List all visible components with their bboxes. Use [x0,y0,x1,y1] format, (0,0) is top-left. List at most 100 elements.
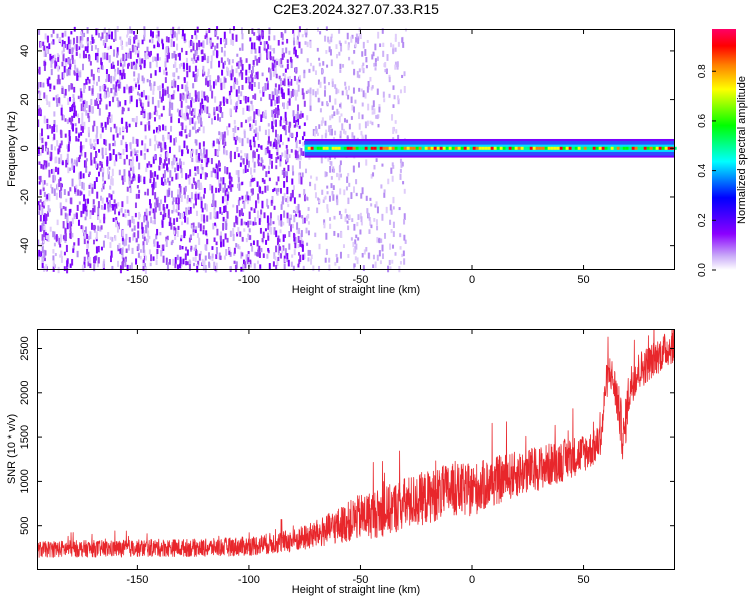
heatmap-cell [353,106,356,113]
heatmap-cell [92,77,95,85]
heatmap-cell [66,213,69,222]
heatmap-cell [276,61,279,66]
heatmap-cell [275,144,278,150]
heatmap-cell [232,204,235,208]
heatmap-cell [136,91,139,96]
heatmap-cell [79,171,82,179]
heatmap-cell [122,126,125,132]
heatmap-cell [117,152,120,156]
heatmap-cell [104,234,107,238]
heatmap-cell [232,233,235,242]
heatmap-cell [50,144,53,151]
heatmap-cell [205,149,208,156]
heatmap-cell [181,149,184,157]
heatmap-cell [252,60,255,65]
heatmap-cell [282,234,285,242]
heatmap-cell [355,192,358,197]
heatmap-cell [316,197,319,201]
heatmap-cell [135,59,138,64]
heatmap-cell [233,222,236,228]
heatmap-cell [331,78,334,84]
heatmap-cell [138,189,141,194]
heatmap-cell [298,139,301,144]
heatmap-cell [79,71,82,78]
heatmap-cell [268,177,271,182]
heatmap-cell [84,198,87,206]
heatmap-cell [199,182,202,189]
heatmap-cell [109,205,112,212]
heatmap-cell [224,233,227,240]
heatmap-cell [154,105,157,113]
heatmap-cell [199,149,202,156]
heatmap-cell [212,50,215,56]
heatmap-cell [219,183,222,192]
heatmap-cell [225,150,228,156]
heatmap-cell [280,81,283,87]
heatmap-cell [41,144,44,151]
heatmap-cell [259,90,262,94]
heatmap-cell [133,30,136,35]
heatmap-cell [82,203,85,211]
heatmap-cell [179,185,182,194]
heatmap-cell [173,31,176,38]
heatmap-cell [127,62,130,67]
heatmap-cell [103,213,106,220]
heatmap-cell [113,160,116,167]
heatmap-cell [84,152,87,158]
heatmap-cell [100,161,103,166]
heatmap-cell [253,161,256,168]
band-hotspot [547,146,551,150]
heatmap-cell [95,255,98,261]
heatmap-cell [97,76,100,82]
heatmap-cell [101,126,104,133]
heatmap-cell [283,234,286,238]
colorbar-gradient [712,29,736,270]
heatmap-cell [156,228,159,236]
heatmap-cell [293,75,296,82]
heatmap-cell [213,107,216,112]
heatmap-cell [71,217,74,224]
heatmap-cell [203,91,206,98]
heatmap-cell [37,119,40,127]
heatmap-cell [172,93,175,100]
heatmap-cell [260,247,263,253]
heatmap-cell [298,227,301,235]
heatmap-cell [202,141,205,147]
heatmap-cell [181,212,184,218]
heatmap-cell [229,266,232,271]
band-hotspot [436,146,440,150]
heatmap-cell [303,71,306,79]
heatmap-cell [108,91,111,97]
heatmap-cell [53,85,56,90]
heatmap-cell [191,97,194,101]
heatmap-cell [188,178,191,185]
heatmap-cell [146,122,149,126]
y-tick-label: 2500 [19,336,31,360]
heatmap-cell [82,182,85,191]
heatmap-cell [80,91,83,98]
heatmap-cell [136,150,139,154]
heatmap-cell [264,148,267,156]
heatmap-cell [74,64,77,70]
heatmap-cell [250,174,253,178]
heatmap-cell [249,139,252,148]
heatmap-cell [307,89,310,94]
heatmap-cell [358,68,361,73]
heatmap-cell [81,63,84,71]
heatmap-cell [60,208,63,216]
heatmap-cell [195,35,198,40]
heatmap-cell [296,154,299,159]
heatmap-cell [360,222,363,226]
heatmap-cell [266,83,269,90]
heatmap-cell [361,187,364,195]
heatmap-cell [127,210,130,217]
heatmap-cell [274,99,277,106]
heatmap-cell [183,33,186,41]
heatmap-cell [280,220,283,227]
heatmap-cell [250,242,253,247]
heatmap-cell [283,167,286,172]
heatmap-cell [373,164,376,170]
heatmap-cell [69,187,72,192]
heatmap-cell [116,79,119,83]
heatmap-cell [237,94,240,102]
